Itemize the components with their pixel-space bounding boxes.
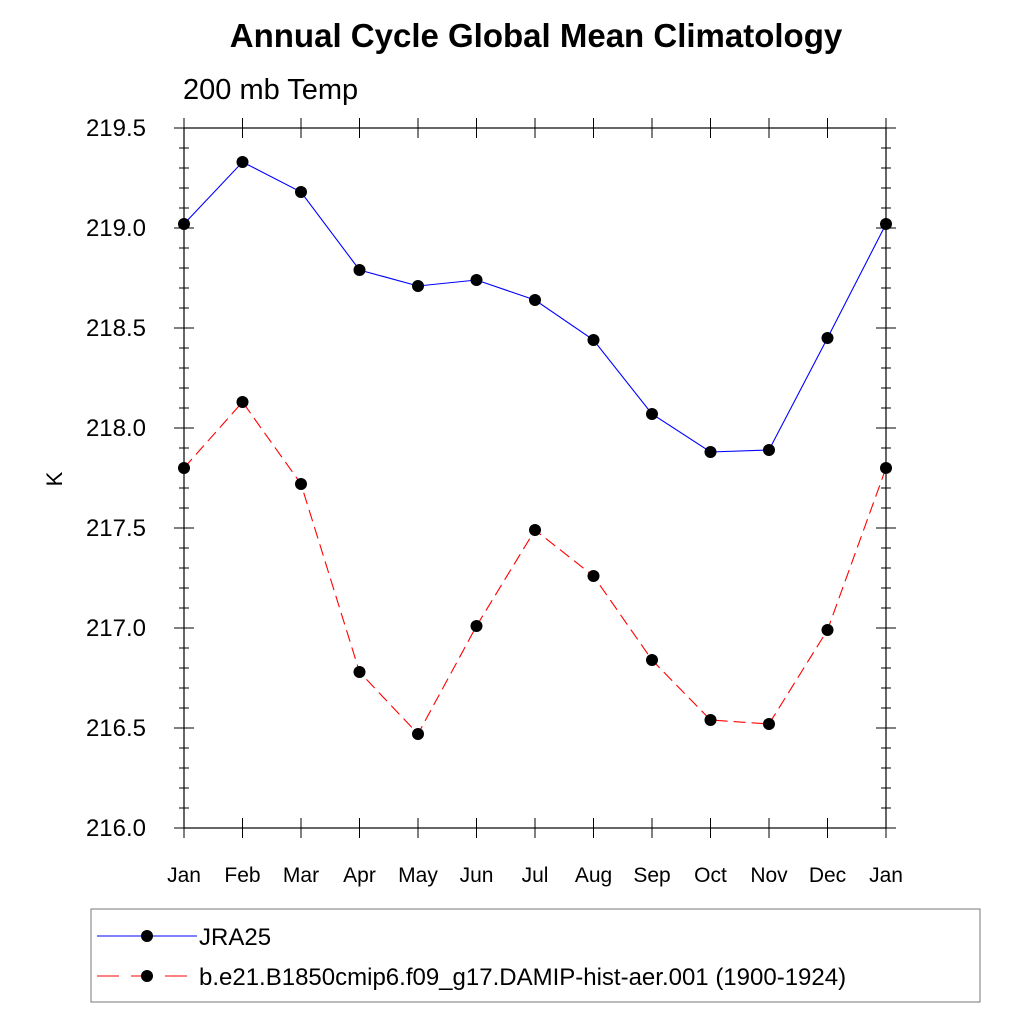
- x-tick-label: Dec: [809, 864, 846, 887]
- plot-frame: [183, 127, 887, 829]
- data-point: [470, 620, 483, 632]
- data-point: [295, 478, 307, 490]
- y-axis-label: K: [42, 471, 67, 486]
- tick-labels: 216.0 216.5 217.0 217.5 218.0 218.5 219.0 219.5…: [86, 115, 903, 887]
- data-point: [821, 332, 834, 344]
- data-point: [646, 408, 658, 420]
- data-point: [821, 624, 834, 636]
- data-point: [470, 274, 483, 286]
- x-tick-label: Feb: [224, 864, 260, 887]
- series-layer: [178, 156, 892, 740]
- legend-marker: [141, 970, 153, 982]
- data-point: [704, 714, 717, 726]
- x-tick-label: May: [398, 864, 438, 887]
- y-tick-label: 218.5: [86, 315, 146, 342]
- x-tick-label: Apr: [343, 864, 376, 887]
- x-tick-label: Mar: [283, 864, 319, 887]
- series-1: [178, 156, 892, 458]
- data-point: [295, 186, 307, 198]
- y-tick-label: 216.5: [86, 715, 146, 742]
- data-point: [587, 570, 600, 582]
- series-line: [183, 161, 887, 453]
- axis-ticks: [174, 118, 896, 838]
- legend-label: b.e21.B1850cmip6.f09_g17.DAMIP-hist-aer.…: [199, 964, 846, 991]
- data-point: [353, 666, 366, 678]
- data-point: [529, 524, 541, 536]
- data-point: [763, 718, 775, 730]
- y-tick-label: 218.0: [86, 415, 146, 442]
- y-tick-label: 219.5: [86, 115, 146, 142]
- y-tick-label: 219.0: [86, 215, 146, 242]
- x-tick-label: Jun: [460, 864, 494, 887]
- chart-subtitle: 200 mb Temp: [183, 74, 358, 106]
- x-tick-label: Oct: [694, 864, 727, 887]
- y-tick-label: 217.5: [86, 515, 146, 542]
- data-point: [236, 396, 249, 408]
- x-tick-label: Nov: [750, 864, 788, 887]
- x-tick-label: Jan: [167, 864, 201, 887]
- data-point: [412, 728, 424, 740]
- series-2: [178, 396, 892, 740]
- data-point: [704, 446, 717, 458]
- legend-marker: [141, 930, 153, 942]
- legend-label: JRA25: [199, 924, 271, 951]
- chart-title: Annual Cycle Global Mean Climatology: [230, 17, 843, 54]
- data-point: [646, 654, 658, 666]
- series-line: [183, 401, 887, 735]
- data-point: [353, 264, 366, 276]
- x-tick-label: Aug: [575, 864, 612, 887]
- legend-items: JRA25 b.e21.B1850cmip6.f09_g17.DAMIP-hist…: [97, 924, 846, 991]
- x-tick-label: Sep: [633, 864, 670, 887]
- y-tick-label: 216.0: [86, 815, 146, 842]
- x-tick-label: Jan: [869, 864, 903, 887]
- x-tick-label: Jul: [522, 864, 549, 887]
- data-point: [763, 444, 775, 456]
- data-point: [236, 156, 249, 168]
- data-point: [587, 334, 600, 346]
- data-point: [412, 280, 424, 292]
- y-tick-label: 217.0: [86, 615, 146, 642]
- legend: JRA25 b.e21.B1850cmip6.f09_g17.DAMIP-hist…: [90, 908, 981, 1003]
- legend-box: [90, 908, 981, 1003]
- data-point: [529, 294, 541, 306]
